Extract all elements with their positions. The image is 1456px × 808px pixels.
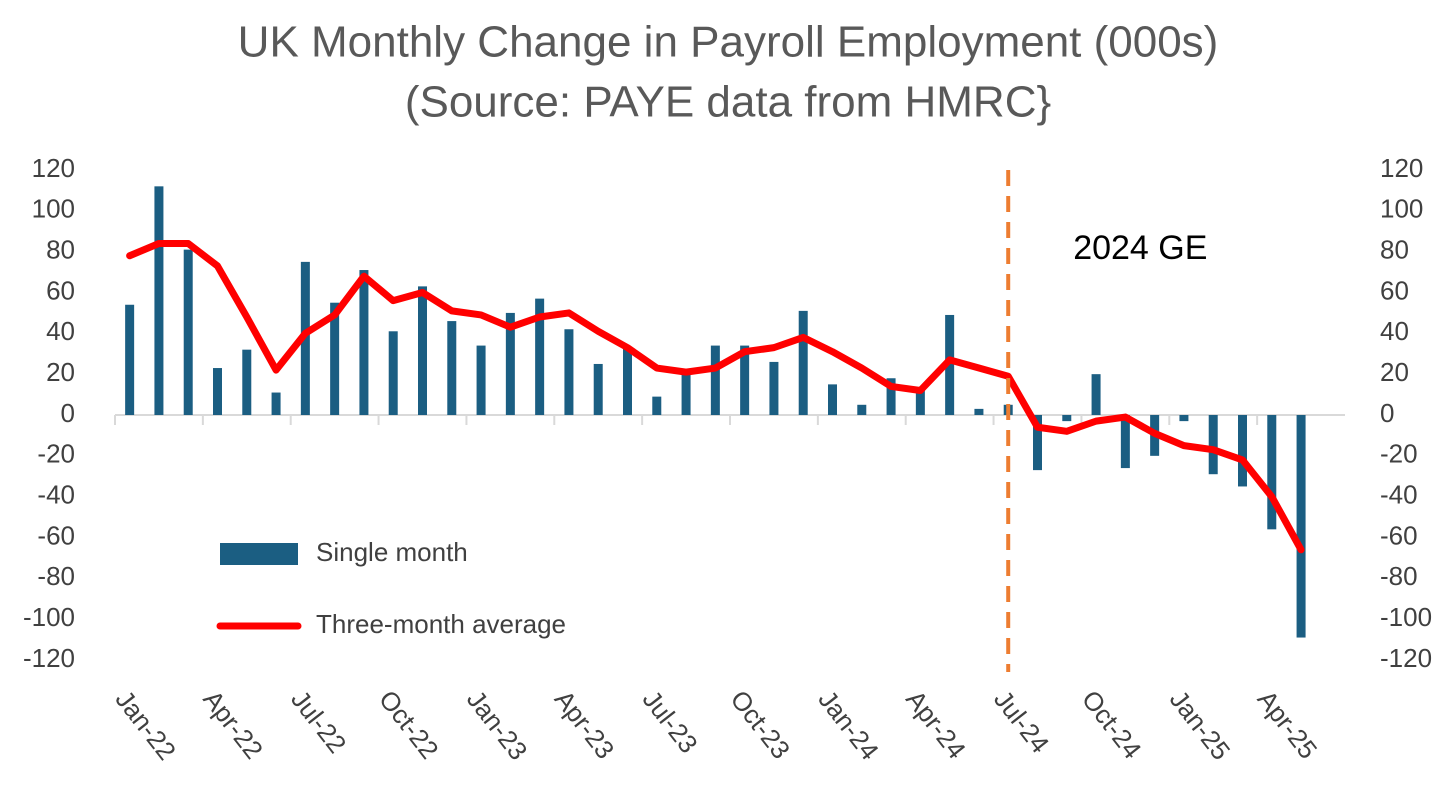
y-tick-label: 100 [32, 194, 75, 224]
bar [564, 329, 574, 415]
x-tick-label: Jul-23 [637, 684, 704, 758]
y2-tick-label: -60 [1380, 520, 1418, 550]
line [126, 240, 1305, 554]
y-tick-label: -20 [37, 439, 75, 469]
bar [242, 349, 252, 415]
bar [359, 270, 369, 415]
annotation: 2024 GE [1073, 229, 1207, 267]
y-tick-label: -80 [37, 561, 75, 591]
x-tick-label: Jul-24 [988, 684, 1055, 758]
bar [1062, 415, 1072, 422]
bar [154, 186, 164, 415]
legend-label: Three-month average [316, 609, 566, 639]
y2-tick-label: 100 [1380, 194, 1423, 224]
bar [652, 396, 662, 415]
bar [1238, 415, 1247, 487]
bar [476, 345, 486, 415]
y2-tick-label: 40 [1380, 316, 1409, 346]
y-tick-label: 60 [46, 275, 75, 305]
x-tick-label: Jan-24 [812, 684, 885, 765]
x-tick-label: Jan-23 [461, 684, 534, 765]
y2-tick-label: -80 [1380, 561, 1418, 591]
y-tick-label: 120 [32, 153, 75, 183]
chart-title: UK Monthly Change in Payroll Employment … [238, 18, 1219, 67]
x-tick-label: Apr-24 [900, 684, 972, 764]
y-tick-label: 20 [46, 357, 75, 387]
y-tick-label: 80 [46, 235, 75, 265]
bar [798, 310, 808, 415]
bar [828, 384, 837, 415]
y-tick-label: -120 [23, 643, 75, 673]
bar [505, 312, 515, 415]
y2-tick-label: -20 [1380, 439, 1418, 469]
bar [330, 302, 340, 415]
y2-tick-label: 20 [1380, 357, 1409, 387]
x-tick-label: Apr-23 [549, 684, 621, 764]
bar [388, 331, 398, 415]
bar [1208, 415, 1218, 475]
bar [1033, 415, 1042, 471]
bar [418, 286, 427, 415]
bar [447, 321, 457, 415]
bar [710, 345, 720, 415]
bar [769, 361, 779, 415]
bar [945, 314, 955, 415]
bar [125, 304, 135, 415]
y2-tick-label: -40 [1380, 480, 1418, 510]
bar [183, 249, 193, 415]
x-tick-label: Oct-24 [1076, 684, 1148, 764]
bar [1120, 415, 1130, 469]
x-tick-label: Apr-22 [197, 684, 269, 764]
y2-tick-label: -100 [1380, 602, 1432, 632]
legend-label: Single month [316, 537, 468, 567]
bar [1091, 374, 1101, 415]
bar [681, 372, 691, 415]
y-tick-label: 40 [46, 316, 75, 346]
y-tick-label: -40 [37, 480, 75, 510]
x-tick-label: Oct-23 [724, 684, 796, 764]
y2-tick-label: -120 [1380, 643, 1432, 673]
bar [857, 404, 867, 415]
bar [593, 363, 603, 415]
bar [1179, 415, 1189, 422]
y-tick-label: -60 [37, 520, 75, 550]
y2-tick-label: 0 [1380, 398, 1394, 428]
bar [213, 368, 222, 415]
y-tick-label: 0 [61, 398, 75, 428]
x-tick-label: Jul-22 [285, 684, 352, 758]
x-tick-label: Oct-22 [373, 684, 445, 764]
bar [1296, 415, 1306, 638]
x-tick-label: Jan-22 [109, 684, 182, 765]
y2-tick-label: 80 [1380, 235, 1409, 265]
legend-swatch [220, 543, 298, 565]
bar [623, 347, 632, 415]
bar [271, 392, 281, 415]
y2-tick-label: 120 [1380, 153, 1423, 183]
x-tick-label: Apr-25 [1252, 684, 1324, 764]
bar [974, 408, 984, 415]
bar [915, 388, 925, 415]
x-tick-label: Jan-25 [1164, 684, 1237, 765]
bar [740, 345, 750, 415]
y-tick-label: -100 [23, 602, 75, 632]
bar [1267, 415, 1277, 530]
y2-tick-label: 60 [1380, 275, 1409, 305]
bar [886, 378, 896, 415]
bar [535, 298, 545, 415]
chart-subtitle: (Source: PAYE data from HMRC} [405, 78, 1051, 127]
